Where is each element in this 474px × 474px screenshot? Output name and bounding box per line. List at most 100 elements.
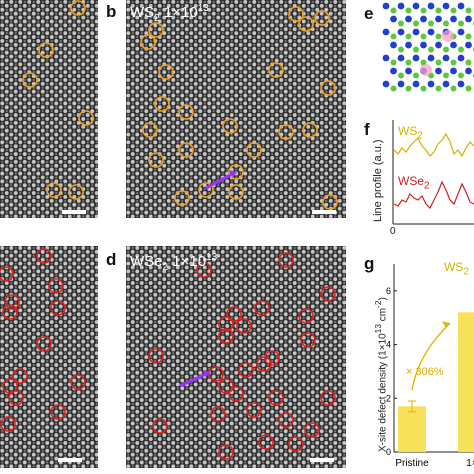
defect-circle — [50, 300, 66, 316]
chalcogen-atom — [398, 20, 404, 27]
defect-circle — [258, 434, 274, 450]
metal-atom — [397, 54, 405, 62]
defect-circle — [70, 0, 86, 16]
defect-circle — [322, 194, 338, 210]
bar-chart-svg: 0 2 4 6 Pristine 1× — [386, 264, 474, 469]
metal-atom — [442, 2, 450, 10]
defect-circle — [142, 122, 158, 138]
defect-circle — [140, 34, 156, 50]
defect-circle — [174, 190, 190, 206]
metal-atom — [405, 41, 412, 49]
defect-circle — [228, 184, 244, 200]
metal-atom — [435, 41, 442, 49]
metal-atom — [435, 67, 442, 75]
chalcogen-atom — [420, 59, 427, 66]
defect-circle — [2, 378, 18, 394]
metal-atom — [465, 41, 472, 49]
chalcogen-atom — [443, 72, 449, 79]
atomic-model-svg — [382, 2, 474, 92]
defect-circle — [38, 42, 54, 58]
vacancy-site — [420, 64, 432, 76]
bar — [458, 312, 474, 452]
scale-bar — [62, 210, 86, 214]
defect-circle — [278, 252, 294, 268]
chalcogen-atom — [405, 59, 412, 66]
defect-circle — [178, 142, 194, 158]
chalcogen-atom — [390, 85, 397, 92]
defect-circle — [36, 248, 52, 264]
metal-atom — [397, 80, 405, 88]
metal-atom — [427, 2, 435, 10]
defect-circle — [298, 308, 314, 324]
increase-arrowhead — [442, 321, 450, 329]
line-profile-plot: WS2 WSe2 — [392, 120, 474, 226]
metal-atom — [457, 28, 465, 36]
stem-image-c — [0, 246, 98, 468]
defect-circle — [238, 362, 254, 378]
defect-circle — [0, 266, 14, 282]
metal-atom — [412, 54, 420, 62]
panel-label-f: f — [364, 120, 370, 139]
wse2-trace-label: WSe2 — [398, 174, 430, 192]
chalcogen-atom — [428, 46, 434, 53]
chalcogen-atom — [428, 20, 434, 27]
y-tick-label: 2 — [386, 393, 391, 403]
metal-atom — [405, 15, 412, 23]
chalcogen-atom — [450, 85, 457, 92]
defect-density-chart: 0 2 4 6 Pristine 1× WS2 × 306% — [378, 254, 474, 474]
chalcogen-atom — [405, 33, 412, 40]
bar-legend: WS2 — [444, 260, 469, 278]
defect-circle — [304, 422, 320, 438]
stem-image-b: b WS2 1×1013 — [126, 0, 346, 218]
scale-bar — [310, 458, 334, 462]
defect-circle — [288, 436, 304, 452]
chalcogen-atom — [420, 33, 427, 40]
defect-circle — [278, 412, 294, 428]
panel-label-g: g — [364, 254, 375, 273]
metal-atom — [382, 28, 390, 36]
defect-circle — [226, 306, 242, 322]
metal-atom — [457, 54, 465, 62]
chalcogen-atom — [443, 46, 449, 53]
defect-circle — [278, 124, 294, 140]
defect-circle — [236, 318, 252, 334]
defect-circle — [246, 142, 262, 158]
defect-circle — [300, 332, 316, 348]
vacancy-site — [442, 30, 454, 42]
defect-circle — [148, 348, 164, 364]
metal-atom — [450, 41, 457, 49]
defect-circle — [152, 418, 168, 434]
defect-circle — [2, 304, 18, 320]
metal-atom — [465, 15, 472, 23]
chalcogen-atom — [413, 46, 419, 53]
defect-circle — [50, 404, 66, 420]
defect-circle — [68, 184, 84, 200]
defect-circle — [268, 62, 284, 78]
metal-atom — [450, 67, 457, 75]
defect-circle — [0, 416, 16, 432]
metal-atom — [405, 67, 412, 75]
defect-circle — [320, 286, 336, 302]
chalcogen-atom — [390, 59, 397, 66]
chalcogen-atom — [435, 85, 442, 92]
defect-circle — [158, 64, 174, 80]
atomic-model — [382, 0, 474, 92]
metal-atom — [382, 54, 390, 62]
defect-circle — [302, 122, 318, 138]
defect-circle — [22, 72, 38, 88]
panel-title-d: WSe2 1×1013 — [130, 252, 218, 273]
y-tick-label: 6 — [386, 286, 391, 296]
metal-atom — [397, 28, 405, 36]
chalcogen-atom — [435, 59, 442, 66]
defect-circle — [218, 328, 234, 344]
defect-circle — [78, 110, 94, 126]
metal-atom — [390, 67, 397, 75]
metal-atom — [382, 2, 390, 10]
chalcogen-atom — [465, 85, 472, 92]
chalcogen-atom — [420, 7, 427, 14]
defect-circle — [210, 406, 226, 422]
panel-label-e: e — [364, 4, 374, 23]
metal-atom — [450, 15, 457, 23]
y-tick-label: 4 — [386, 340, 391, 350]
line-profile-arrow — [205, 170, 237, 190]
